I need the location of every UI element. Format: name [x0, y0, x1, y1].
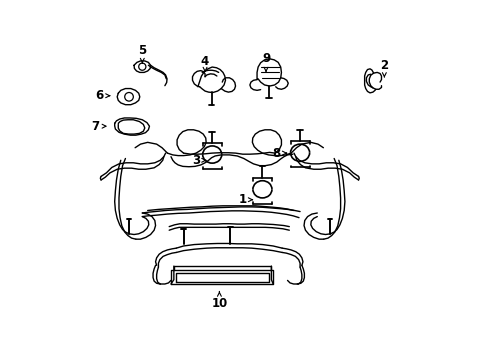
Text: 6: 6 — [95, 89, 109, 102]
Text: 7: 7 — [91, 120, 106, 133]
Text: 10: 10 — [211, 292, 227, 310]
Text: 9: 9 — [262, 51, 269, 71]
Text: 1: 1 — [238, 193, 252, 206]
Text: 2: 2 — [380, 59, 387, 77]
Text: 4: 4 — [201, 55, 209, 71]
Text: 8: 8 — [272, 147, 286, 159]
Text: 5: 5 — [138, 44, 146, 63]
Text: 3: 3 — [192, 154, 205, 167]
